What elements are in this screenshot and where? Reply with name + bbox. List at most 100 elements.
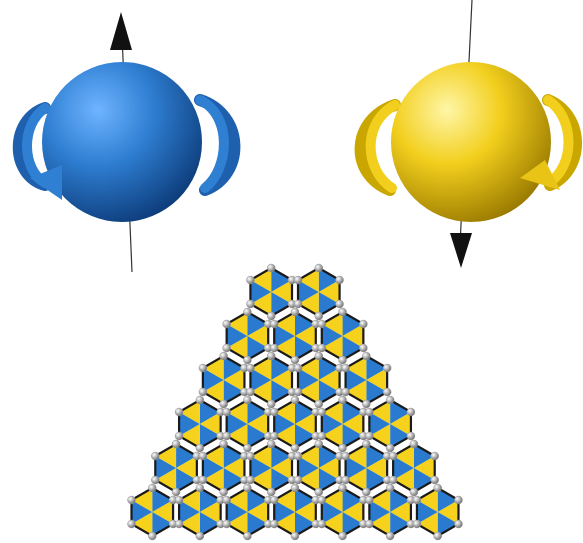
lattice-cell <box>273 310 317 362</box>
lattice-node <box>365 431 374 441</box>
lattice-triangle <box>369 424 391 448</box>
lattice-node <box>290 443 300 453</box>
lattice-node <box>317 519 327 529</box>
lattice-triangle <box>179 400 200 424</box>
lattice-triangle <box>390 412 411 436</box>
lattice-triangle <box>199 400 221 424</box>
lattice-triangle <box>345 456 367 480</box>
lattice-triangle <box>298 292 319 316</box>
lattice-node <box>290 355 300 365</box>
lattice-node <box>174 407 184 417</box>
lattice-node <box>243 395 252 405</box>
lattice-node <box>222 431 231 441</box>
lattice-triangle <box>226 324 248 348</box>
lattice-triangle <box>369 412 391 436</box>
lattice-node <box>362 439 371 449</box>
lattice-node <box>365 407 374 417</box>
lattice-triangle <box>223 356 245 380</box>
lattice-triangle <box>298 380 319 404</box>
lattice-triangle <box>437 488 459 512</box>
lattice-triangle <box>199 412 221 436</box>
lattice-triangle <box>295 500 316 524</box>
lattice-node <box>341 363 350 373</box>
lattice-triangle <box>202 380 224 404</box>
lattice-triangle <box>155 468 177 492</box>
lattice-node <box>222 319 231 329</box>
lattice-triangle <box>413 468 435 492</box>
lattice-triangle <box>274 324 295 348</box>
lattice-triangle <box>366 456 388 480</box>
lattice-node <box>219 439 228 449</box>
lattice-triangle <box>199 500 221 524</box>
lattice-node <box>266 311 276 321</box>
lattice-triangle <box>318 368 340 392</box>
lattice-node <box>246 299 255 309</box>
lattice-node <box>433 531 442 541</box>
lattice-triangle <box>202 468 224 492</box>
lattice-node <box>293 387 303 397</box>
lattice-triangle <box>247 500 269 524</box>
lattice-triangle <box>274 312 295 336</box>
lattice-triangle <box>226 312 248 336</box>
lattice-cell <box>368 398 413 450</box>
lattice-triangle <box>250 368 272 392</box>
lattice-triangle <box>271 280 292 304</box>
lattice-node <box>195 531 205 541</box>
lattice-triangle <box>131 500 153 524</box>
lattice-cell <box>320 310 365 362</box>
lattice-node <box>293 363 303 373</box>
lattice-node <box>171 439 181 449</box>
lattice-triangle <box>131 488 153 512</box>
spin-up-arrow-icon <box>110 12 132 50</box>
lattice-cell <box>201 442 246 494</box>
lattice-node <box>317 431 327 441</box>
lattice-cell <box>225 398 270 450</box>
lattice-node <box>266 351 276 361</box>
lattice-node <box>127 519 136 529</box>
lattice-triangle <box>250 280 272 304</box>
lattice-node <box>266 439 276 449</box>
lattice-node <box>174 431 184 441</box>
lattice-node <box>127 495 136 505</box>
lattice-triangle <box>202 368 224 392</box>
lattice-cell <box>249 266 294 318</box>
lattice-node <box>412 519 422 529</box>
lattice-triangle <box>345 444 367 468</box>
lattice-node <box>338 483 347 493</box>
lattice-triangle <box>179 412 200 436</box>
lattice-node <box>454 519 463 529</box>
lattice-node <box>338 395 347 405</box>
lattice-triangle <box>342 488 364 512</box>
lattice-node <box>335 299 344 309</box>
lattice-node <box>293 475 303 485</box>
lattice-cell <box>225 486 270 538</box>
lattice-triangle <box>298 456 319 480</box>
lattice-triangle <box>318 292 340 316</box>
lattice-triangle <box>342 336 364 360</box>
lattice-triangle <box>321 500 343 524</box>
lattice-triangle <box>155 456 177 480</box>
lattice-triangle <box>226 400 248 424</box>
lattice-node <box>246 475 255 485</box>
lattice-triangle <box>366 380 388 404</box>
lattice-triangle <box>321 312 343 336</box>
lattice-triangle <box>152 512 174 536</box>
lattice-node <box>385 531 395 541</box>
lattice-triangle <box>250 356 272 380</box>
lattice-node <box>246 275 255 285</box>
lattice-node <box>385 483 395 493</box>
lattice-cell <box>273 486 317 538</box>
lattice-node <box>365 519 374 529</box>
lattice-triangle <box>298 356 319 380</box>
spin-down-sphere <box>391 62 551 222</box>
lattice-triangle <box>226 424 248 448</box>
spin-up-ring-arrowhead <box>30 165 62 200</box>
lattice-triangle <box>295 412 316 436</box>
lattice-triangle <box>274 488 295 512</box>
lattice-triangle <box>321 424 343 448</box>
lattice-node <box>269 519 279 529</box>
lattice-triangle <box>390 424 411 448</box>
lattice-node <box>317 407 327 417</box>
lattice-node <box>365 495 374 505</box>
